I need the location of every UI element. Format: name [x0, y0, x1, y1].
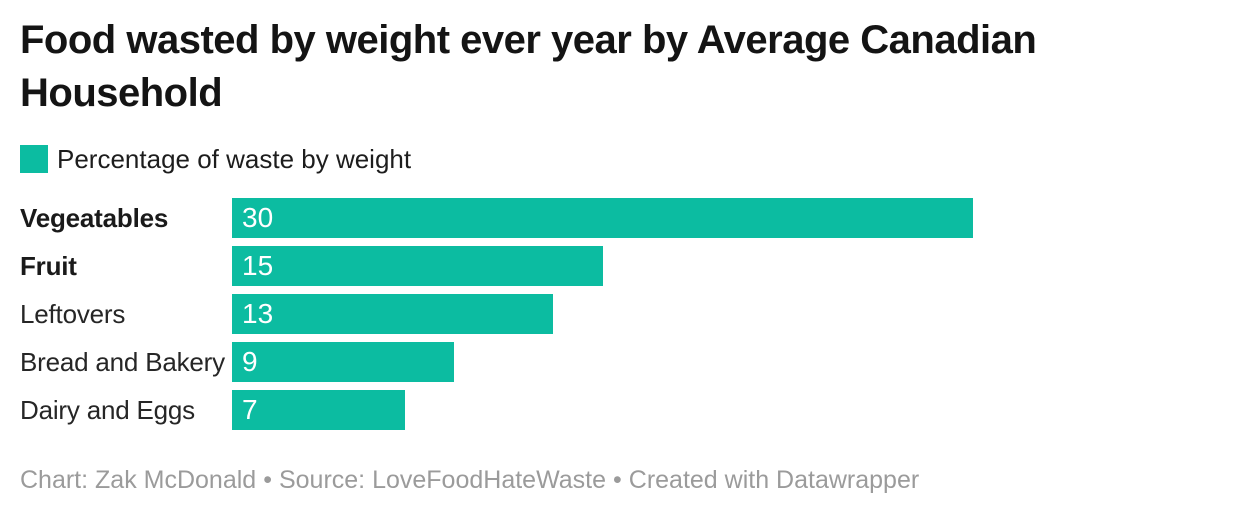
footer-attribution: Chart: Zak McDonald • Source: LoveFoodHate… [20, 466, 919, 495]
bar-row: Leftovers 13 [20, 294, 1220, 334]
title-line-1: Food wasted by weight ever year by Avera… [20, 18, 1037, 62]
legend-color-swatch [20, 145, 48, 173]
chart-title: Food wasted by weight ever year by Avera… [20, 14, 1037, 120]
bar-row: Bread and Bakery 9 [20, 342, 1220, 382]
bar-track: 9 [232, 342, 1220, 382]
bar-row: Vegeatables 30 [20, 198, 1220, 238]
chart-credit: Chart: Zak McDonald [20, 466, 257, 494]
legend: Percentage of waste by weight [20, 143, 412, 174]
bar: 30 [232, 198, 973, 238]
bar-track: 13 [232, 294, 1220, 334]
separator: • [613, 466, 622, 494]
bar-value-label: 13 [242, 298, 274, 329]
bar-row: Fruit 15 [20, 246, 1220, 286]
bar-value-label: 30 [242, 202, 274, 233]
bar-value-label: 7 [242, 394, 258, 425]
bar: 9 [232, 342, 455, 382]
category-label: Dairy and Eggs [20, 394, 195, 425]
category-label: Fruit [20, 250, 77, 281]
title-line-2: Household [20, 71, 223, 115]
category-label: Vegeatables [20, 202, 169, 233]
bar-track: 15 [232, 246, 1220, 286]
bar-value-label: 9 [242, 346, 258, 377]
bar: 7 [232, 390, 405, 430]
category-label: Bread and Bakery [20, 346, 225, 377]
bar-row: Dairy and Eggs 7 [20, 390, 1220, 430]
bar-track: 7 [232, 390, 1220, 430]
datawrapper-credit: Created with Datawrapper [628, 466, 920, 494]
bar: 15 [232, 246, 603, 286]
bar: 13 [232, 294, 554, 334]
legend-label: Percentage of waste by weight [57, 143, 412, 174]
source-credit: Source: LoveFoodHateWaste [278, 466, 606, 494]
bar-chart: Vegeatables 30 Fruit 15 Leftovers 13 [20, 198, 1220, 438]
category-label: Leftovers [20, 298, 126, 329]
separator: • [263, 466, 272, 494]
bar-value-label: 15 [242, 250, 274, 281]
bar-track: 30 [232, 198, 1220, 238]
